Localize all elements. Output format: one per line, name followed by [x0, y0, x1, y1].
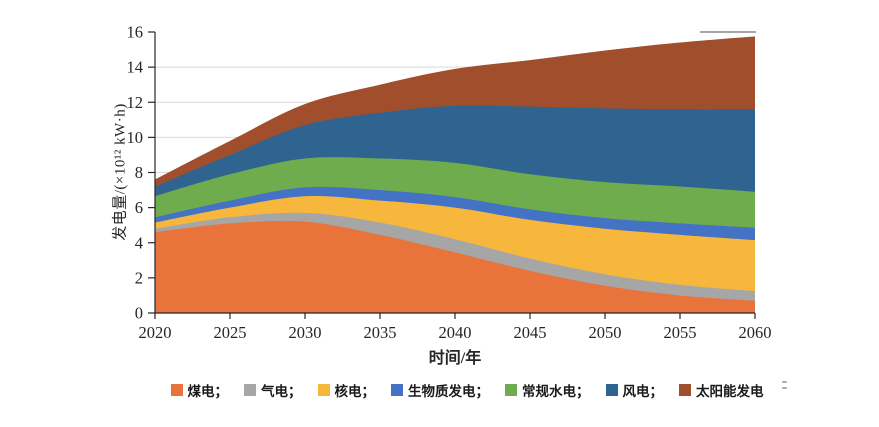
y-tick-label-6: 6 — [135, 198, 143, 217]
legend-label-nuclear: 核电； — [334, 384, 376, 399]
y-tick-label-4: 4 — [135, 233, 143, 252]
x-tick-label-2055: 2055 — [664, 323, 697, 342]
x-tick-label-2020: 2020 — [139, 323, 172, 342]
x-tick-label-2035: 2035 — [364, 323, 397, 342]
y-tick-label-14: 14 — [127, 58, 144, 77]
legend-label-hydro: 常规水电； — [522, 384, 590, 399]
legend-item-biomass: 生物质发电； — [391, 380, 489, 400]
y-tick-label-8: 8 — [135, 163, 143, 182]
legend-item-wind: 风电； — [605, 380, 664, 400]
x-tick-label-2025: 2025 — [214, 323, 247, 342]
legend-item-coal: 煤电； — [170, 380, 229, 400]
legend-label-wind: 风电； — [622, 384, 664, 399]
legend-label-gas: 气电； — [261, 384, 302, 399]
legend-item-gas: 气电； — [244, 380, 302, 400]
legend-swatch-nuclear — [317, 384, 330, 396]
legend-label-solar: 太阳能发电 — [696, 384, 764, 399]
x-tick-label-2060: 2060 — [739, 323, 772, 342]
legend-item-hydro: 常规水电； — [505, 380, 590, 400]
legend-swatch-hydro — [505, 384, 517, 396]
y-tick-label-10: 10 — [127, 128, 144, 147]
y-tick-label-12: 12 — [127, 93, 144, 112]
stray-watermark-artifact — [782, 379, 788, 395]
y-tick-label-16: 16 — [127, 23, 144, 42]
legend-item-nuclear: 核电； — [317, 380, 376, 400]
legend-swatch-coal — [170, 384, 183, 396]
legend: 煤电； 气电； 核电； 生物质发电； 常规水电； 风电； 太阳能发电 — [0, 380, 879, 400]
legend-swatch-wind — [605, 384, 618, 396]
area-coal — [155, 220, 755, 313]
legend-swatch-solar — [679, 384, 691, 396]
x-tick-label-2040: 2040 — [439, 323, 472, 342]
y-tick-label-2: 2 — [135, 268, 143, 287]
legend-swatch-biomass — [391, 384, 403, 396]
x-tick-label-2050: 2050 — [589, 323, 622, 342]
y-axis-title: 发电量/(×10¹² kW·h) — [112, 103, 129, 241]
y-tick-label-0: 0 — [135, 304, 143, 323]
x-axis-title: 时间/年 — [428, 350, 482, 367]
legend-swatch-gas — [244, 384, 256, 396]
legend-label-biomass: 生物质发电； — [408, 384, 489, 399]
legend-item-solar: 太阳能发电 — [679, 380, 764, 400]
x-tick-label-2030: 2030 — [289, 323, 322, 342]
x-tick-label-2045: 2045 — [514, 323, 547, 342]
legend-label-coal: 煤电； — [187, 384, 229, 399]
